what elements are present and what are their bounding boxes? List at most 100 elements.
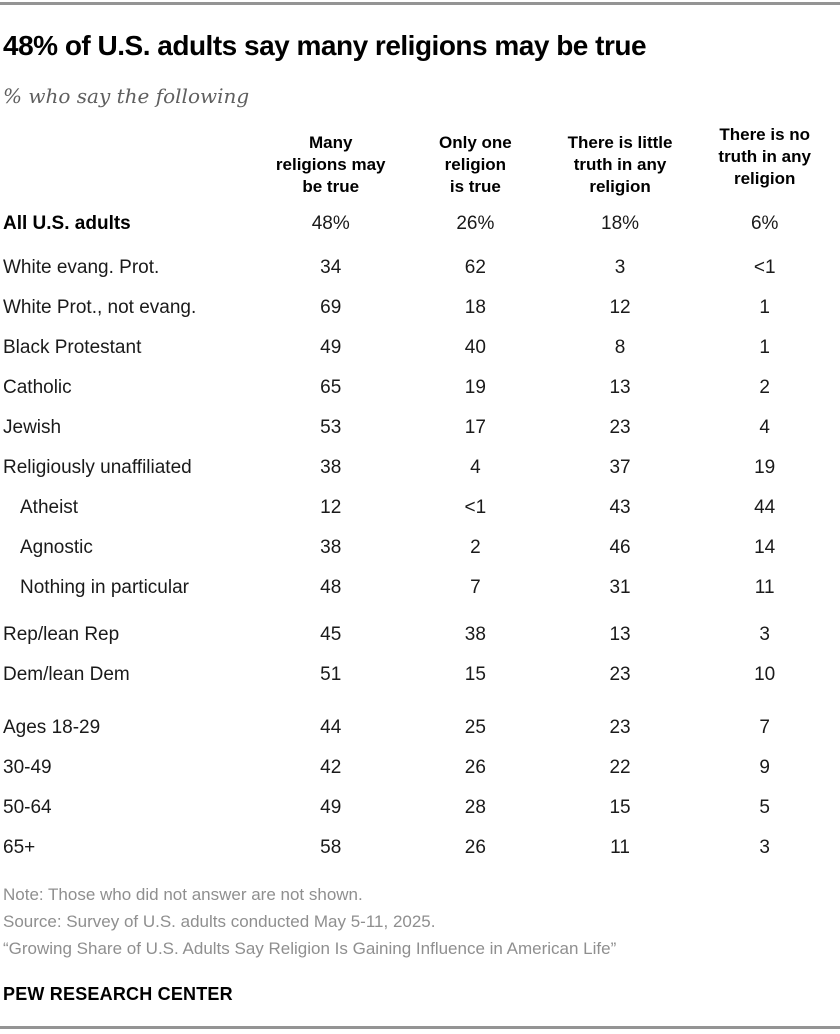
row-label: Ages 18-29 <box>3 717 101 738</box>
cell-value: 5 <box>759 797 770 818</box>
cell-value: 49 <box>320 797 342 818</box>
cell-value: 18% <box>601 213 640 234</box>
cell-value: 26 <box>464 837 486 858</box>
source-text: Source: Survey of U.S. adults conducted … <box>3 912 436 931</box>
table-row: Atheist 12 <1 43 44 <box>3 488 837 528</box>
table-row: Ages 18-29 44 25 23 7 <box>3 708 837 748</box>
cell-value: 4 <box>759 417 770 438</box>
column-header-only-one-religion-true: Only one religion is true <box>439 133 512 196</box>
cell-value: 69 <box>320 297 342 318</box>
cell-value: 45 <box>320 624 342 645</box>
row-label: White Prot., not evang. <box>3 297 197 318</box>
cell-value: 8 <box>614 337 626 358</box>
cell-value: 17 <box>464 417 486 438</box>
table-row: 50-64 49 28 15 5 <box>3 788 837 828</box>
cell-value: 7 <box>470 577 481 598</box>
cell-value: 23 <box>609 717 631 738</box>
cell-value: 48% <box>311 213 350 234</box>
table-body: All U.S. adults 48% 26% 18% 6% White evang. P… <box>3 204 837 868</box>
row-label: 65+ <box>3 837 36 858</box>
table-row: Catholic 65 19 13 2 <box>3 368 837 408</box>
cell-value: 23 <box>609 664 631 685</box>
cell-value: 2 <box>470 537 481 558</box>
page-subtitle: % who say the following <box>3 84 250 108</box>
report-title-text: “Growing Share of U.S. Adults Say Religi… <box>3 939 617 958</box>
cell-value: 26% <box>456 213 495 234</box>
row-label: Catholic <box>3 377 72 398</box>
page-title: 48% of U.S. adults say many religions ma… <box>3 30 647 61</box>
cell-value: 43 <box>609 497 631 518</box>
table-row: Rep/lean Rep 45 38 13 3 <box>3 615 837 655</box>
row-label: Jewish <box>3 417 62 438</box>
cell-value: 51 <box>320 664 342 685</box>
top-divider <box>0 2 840 5</box>
column-header-many-religions-true: Many religions may be true <box>275 133 386 196</box>
cell-value: 58 <box>320 837 342 858</box>
table-row: White evang. Prot. 34 62 3 <1 <box>3 248 837 288</box>
cell-value: 6% <box>750 213 779 234</box>
cell-value: 34 <box>320 257 342 278</box>
table-row: Nothing in particular 48 7 31 11 <box>3 568 837 608</box>
cell-value: 26 <box>464 757 486 778</box>
table-row: Religiously unaffiliated 38 4 37 19 <box>3 448 837 488</box>
cell-value: 2 <box>759 377 770 398</box>
table-row: Black Protestant 49 40 8 1 <box>3 328 837 368</box>
note-text: Note: Those who did not answer are not s… <box>3 885 363 904</box>
row-label: Agnostic <box>20 537 93 558</box>
cell-value: <1 <box>464 497 487 518</box>
cell-value: <1 <box>753 257 776 278</box>
cell-value: 37 <box>609 457 631 478</box>
cell-value: 23 <box>609 417 631 438</box>
cell-value: 19 <box>754 457 776 478</box>
table-row: Agnostic 38 2 46 14 <box>3 528 837 568</box>
cell-value: 12 <box>320 497 342 518</box>
cell-value: 1 <box>759 337 770 358</box>
table-header-row: Many religions may be true Only one reli… <box>3 125 837 198</box>
cell-value: 9 <box>759 757 770 778</box>
bottom-divider <box>0 1026 840 1029</box>
column-header-little-truth-any-religion: There is little truth in any religion <box>567 133 673 196</box>
cell-value: 22 <box>609 757 631 778</box>
column-header-no-truth-any-religion: There is no truth in any religion <box>718 125 811 188</box>
row-label: Nothing in particular <box>20 577 189 598</box>
table-row: Dem/lean Dem 51 15 23 10 <box>3 655 837 695</box>
cell-value: 46 <box>609 537 631 558</box>
table-row: All U.S. adults 48% 26% 18% 6% <box>3 204 837 244</box>
cell-value: 3 <box>614 257 626 278</box>
table-row: Jewish 53 17 23 4 <box>3 408 837 448</box>
cell-value: 4 <box>470 457 481 478</box>
cell-value: 13 <box>609 377 631 398</box>
row-label: White evang. Prot. <box>3 257 160 278</box>
pew-research-center-branding: PEW RESEARCH CENTER <box>3 984 233 1004</box>
cell-value: 38 <box>320 457 342 478</box>
cell-value: 28 <box>464 797 486 818</box>
row-label: 30-49 <box>3 757 52 778</box>
cell-value: 44 <box>320 717 342 738</box>
row-label: Dem/lean Dem <box>3 664 130 685</box>
cell-value: 11 <box>610 837 630 858</box>
cell-value: 53 <box>320 417 342 438</box>
cell-value: 13 <box>609 624 631 645</box>
cell-value: 25 <box>464 717 486 738</box>
row-label: 50-64 <box>3 797 52 818</box>
cell-value: 7 <box>759 717 770 738</box>
cell-value: 44 <box>754 497 776 518</box>
cell-value: 3 <box>759 837 770 858</box>
cell-value: 12 <box>609 297 631 318</box>
cell-value: 1 <box>759 297 770 318</box>
cell-value: 49 <box>320 337 342 358</box>
row-label: Rep/lean Rep <box>3 624 120 645</box>
cell-value: 11 <box>754 577 775 598</box>
cell-value: 31 <box>609 577 631 598</box>
row-label: Atheist <box>20 497 79 518</box>
row-label: Black Protestant <box>3 337 142 358</box>
table-row: White Prot., not evang. 69 18 12 1 <box>3 288 837 328</box>
cell-value: 65 <box>320 377 342 398</box>
cell-value: 42 <box>320 757 342 778</box>
cell-value: 19 <box>464 377 486 398</box>
cell-value: 18 <box>464 297 486 318</box>
cell-value: 10 <box>754 664 776 685</box>
cell-value: 40 <box>464 337 486 358</box>
cell-value: 48 <box>320 577 342 598</box>
